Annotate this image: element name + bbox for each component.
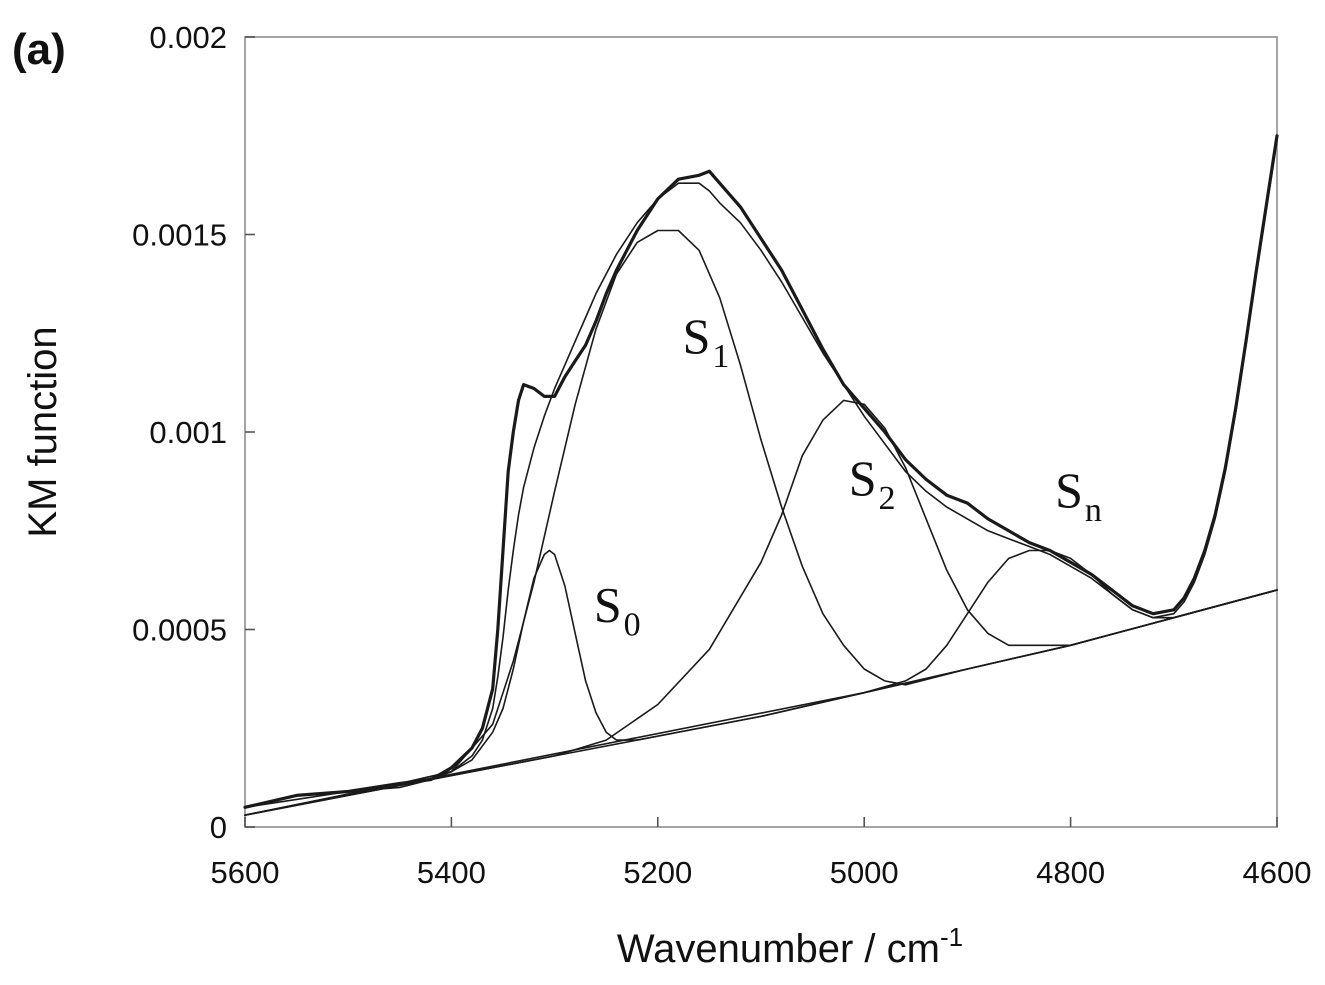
x-axis-title-superscript: -1 <box>940 922 963 952</box>
series-component-s1 <box>244 229 1278 816</box>
series-component-s2 <box>244 399 1278 816</box>
peak-label-sn: Sn <box>1055 462 1102 529</box>
x-axis-title: Wavenumber / cm-1 <box>617 922 963 971</box>
series-baseline <box>244 589 1278 816</box>
peak-label-s2: S2 <box>849 450 896 517</box>
series-fit_sum <box>244 138 1278 809</box>
y-tick-label: 0.002 <box>149 20 227 55</box>
series-component-sn <box>244 549 1278 816</box>
peak-label-main: S <box>594 577 622 633</box>
peak-label-main: S <box>683 308 711 364</box>
panel-label: (a) <box>12 25 66 74</box>
peak-label-sub: 1 <box>712 338 729 375</box>
peak-label-s1: S1 <box>683 308 730 375</box>
x-tick-label: 4800 <box>1036 855 1105 890</box>
plot-frame <box>244 36 1278 828</box>
x-tick-label: 5400 <box>417 855 486 890</box>
y-axis-title: KM function <box>21 326 65 537</box>
x-tick-label: 5000 <box>830 855 899 890</box>
peak-label-sub: 2 <box>879 480 896 517</box>
peak-label-sub: n <box>1085 492 1102 529</box>
x-tick-label: 4600 <box>1243 855 1312 890</box>
x-axis-title-main: Wavenumber / cm <box>617 927 940 971</box>
x-tick-label: 5200 <box>623 855 692 890</box>
peak-label-s0: S0 <box>594 577 641 644</box>
x-tick-label: 5600 <box>211 855 280 890</box>
peak-label-main: S <box>849 450 877 506</box>
series-layer <box>243 134 1279 816</box>
peak-label-main: S <box>1055 462 1083 518</box>
series-measured <box>243 134 1279 809</box>
y-tick-label: 0.001 <box>149 415 227 450</box>
ticks-layer: 5600 5400 5200 5000 4800 4600 0 0.0005 0.001 0.00… <box>132 20 1311 890</box>
y-tick-label: 0 <box>210 810 227 845</box>
y-tick-label: 0.0005 <box>132 613 227 648</box>
y-tick-label: 0.0015 <box>132 218 227 253</box>
series-component-s0 <box>244 549 1278 816</box>
peak-label-sub: 0 <box>624 607 641 644</box>
